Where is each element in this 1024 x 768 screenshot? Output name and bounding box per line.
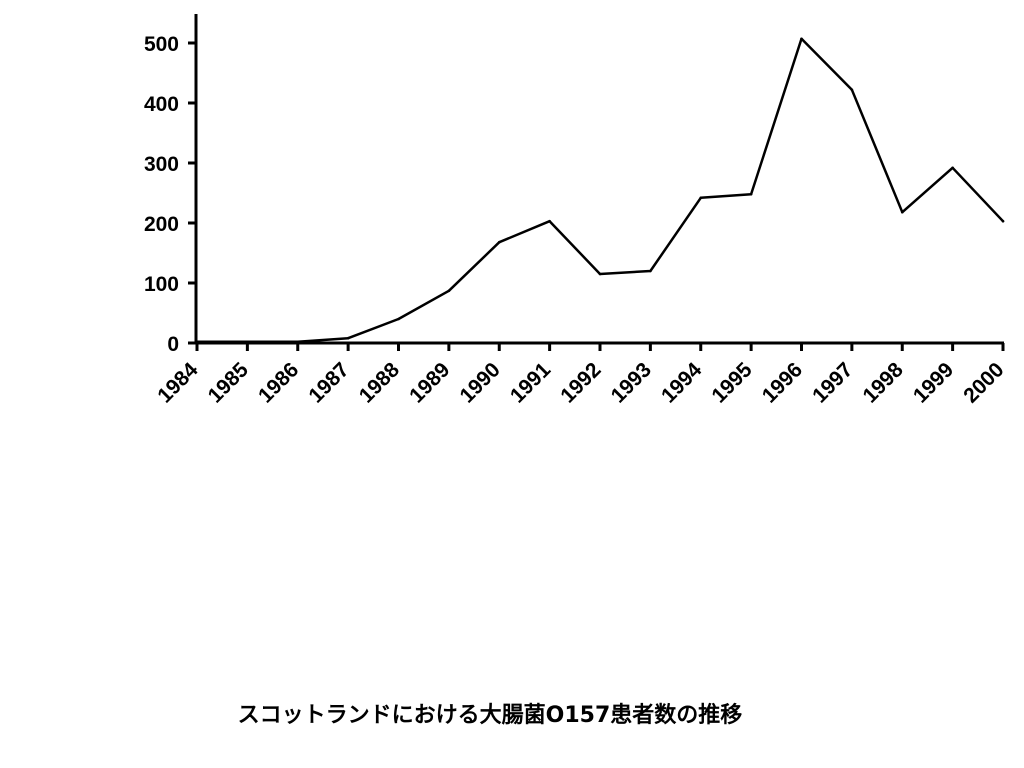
series-line <box>195 37 1005 344</box>
x-tick-label: 1987 <box>304 358 353 407</box>
x-axis: 1984 1985 1986 1987 1988 1989 1990 1991 1992 1993… <box>153 341 1009 408</box>
data-point <box>749 192 753 196</box>
data-point <box>649 269 652 273</box>
data-point <box>598 272 602 276</box>
data-point <box>447 289 451 293</box>
chart-caption: スコットランドにおける大腸菌O157患者数の推移 <box>237 703 743 728</box>
x-tick-label: 1999 <box>909 358 958 407</box>
data-point <box>900 210 904 214</box>
x-tick-label: 1985 <box>204 358 254 408</box>
data-point <box>548 219 551 223</box>
data-point <box>397 317 400 321</box>
x-tick-label: 1989 <box>405 358 454 407</box>
y-tick-label: 500 <box>144 33 179 56</box>
x-tick-label: 2000 <box>959 358 1008 407</box>
x-tick-label: 1997 <box>808 358 857 407</box>
y-axis: 0 100 200 300 400 500 <box>144 14 198 356</box>
x-tick-label: 1984 <box>153 358 203 408</box>
data-point <box>497 240 501 244</box>
x-tick-label: 1993 <box>607 358 656 407</box>
series <box>195 37 1005 344</box>
x-tick-label: 1994 <box>657 358 707 408</box>
y-tick-label: 200 <box>144 213 179 236</box>
x-tick-label: 1996 <box>758 358 807 407</box>
x-tick-label: 1986 <box>254 358 303 407</box>
data-point <box>296 340 300 344</box>
data-point <box>800 37 803 41</box>
x-tick-label: 1992 <box>556 358 605 407</box>
data-point <box>951 166 954 170</box>
data-point <box>346 336 350 340</box>
x-tick-label: 1998 <box>858 358 908 408</box>
data-point <box>1001 219 1005 223</box>
x-tick-label: 1988 <box>355 358 405 408</box>
y-tick-label: 100 <box>144 273 179 296</box>
y-tick-label: 400 <box>144 93 179 116</box>
data-point <box>850 88 854 92</box>
data-point <box>699 196 703 200</box>
x-tick-label: 1990 <box>455 358 504 407</box>
data-point <box>246 340 249 344</box>
y-tick-label: 300 <box>144 153 179 176</box>
data-point <box>195 340 199 344</box>
x-tick-label: 1991 <box>506 358 556 408</box>
x-tick-label: 1995 <box>707 358 757 408</box>
y-tick-label: 0 <box>167 333 179 356</box>
